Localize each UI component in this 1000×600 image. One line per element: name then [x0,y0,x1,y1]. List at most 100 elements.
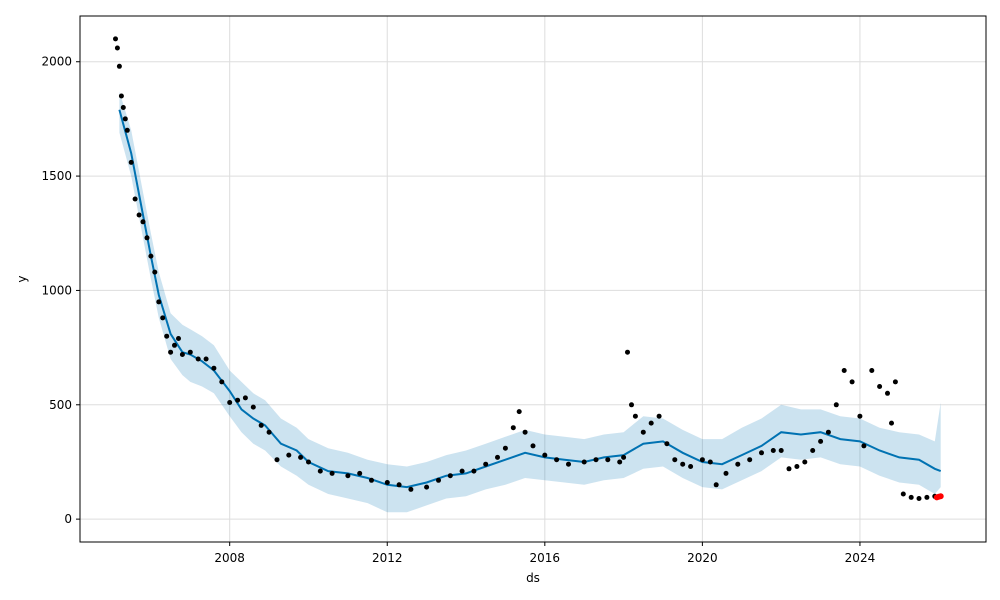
observed-point [357,470,363,476]
observed-point [833,402,839,408]
x-tick-label: 2020 [687,551,718,565]
observed-point [156,299,162,305]
observed-point [424,484,430,490]
observed-point [168,349,174,355]
observed-point [900,491,906,497]
observed-point [713,482,719,488]
observed-point [483,461,489,467]
observed-point [680,461,686,467]
observed-point [329,470,335,476]
y-tick-label: 1000 [41,283,72,297]
observed-point [160,315,166,321]
observed-point [770,448,776,453]
observed-point [176,336,181,341]
observed-point [258,422,264,428]
observed-point [516,409,522,415]
observed-point [164,333,170,339]
observed-point [152,269,158,275]
x-tick-label: 2012 [372,551,403,565]
highlight-points-group [933,493,944,501]
observed-point [522,429,528,435]
observed-point [274,457,280,463]
observed-point [120,105,126,110]
observed-point [298,454,304,460]
observed-point [447,473,453,479]
observed-point [219,379,225,385]
observed-point [892,379,898,385]
observed-point [885,390,890,396]
observed-point [818,438,824,444]
observed-point [664,441,670,447]
observed-point [132,196,138,202]
observed-point [747,457,753,463]
observed-point [118,93,124,99]
observed-point [778,448,784,453]
observed-point [211,365,217,371]
highlight-point [937,493,944,500]
plot-frame [79,15,987,543]
observed-point [266,429,272,435]
observed-point [144,235,150,241]
observed-point [786,466,792,472]
observed-point [802,459,808,465]
observed-point [916,496,922,501]
observed-point [688,464,694,469]
observed-point [502,445,508,451]
observed-point [369,477,374,483]
observed-point [250,404,256,410]
observed-point [113,36,118,42]
observed-point [825,429,831,435]
observed-point [794,464,800,469]
y-axis-label: y [15,275,29,282]
observed-point [306,459,311,465]
observed-point [436,477,441,483]
y-axis-ticks: 0 500 1000 1500 2000 [41,55,80,526]
observed-point [656,413,662,419]
observed-point [172,342,177,348]
y-tick-label: 0 [64,512,72,526]
observed-point [179,352,185,357]
observed-point [128,159,134,165]
x-tick-label: 2008 [214,551,245,565]
observed-point [632,413,638,419]
observed-point [187,349,193,355]
x-tick-label: 2024 [845,551,876,565]
observed-point [605,457,611,463]
observed-point [495,454,500,460]
grid-lines [80,16,986,542]
observed-point [841,368,847,373]
observed-point [849,379,855,385]
observed-point [530,443,536,449]
observed-point [345,473,351,479]
observed-point [195,356,201,362]
x-axis-ticks: 2008 2012 2016 2020 2024 [214,542,875,565]
observed-point [810,448,816,453]
observed-point [593,457,599,463]
y-tick-label: 500 [49,398,72,412]
observed-point [617,459,623,465]
observed-point [235,397,241,403]
observed-point [857,413,863,419]
observed-point [124,127,130,133]
observed-point [889,420,894,426]
observed-point [459,468,465,474]
observed-point [707,459,713,465]
observed-point [396,482,402,488]
observed-point [699,457,705,463]
observed-point [924,494,930,500]
observed-point [554,457,560,463]
observed-point [640,429,646,435]
observed-point [542,452,548,458]
observed-point [908,494,914,500]
observed-point [227,400,233,405]
observed-point [723,470,729,476]
observed-point [861,443,867,449]
observed-point [242,395,248,401]
observed-point [148,253,154,259]
observed-point [122,116,128,122]
observed-point [877,384,883,389]
observed-point [317,468,323,474]
observed-point [621,454,627,460]
observed-point [510,425,516,431]
